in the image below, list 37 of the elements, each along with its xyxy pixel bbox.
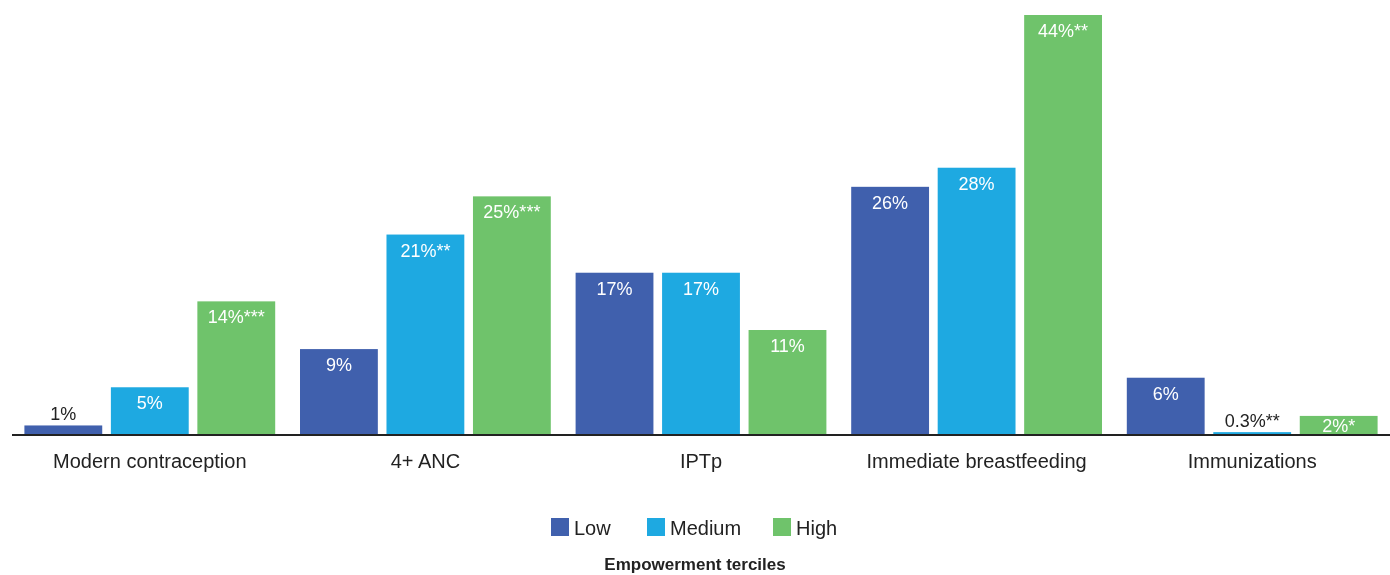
x-tick-label: Immediate breastfeeding	[866, 450, 1087, 472]
bar	[24, 425, 103, 435]
data-label: 25%***	[483, 202, 541, 223]
data-label: 26%	[872, 192, 909, 213]
data-label: 5%	[136, 393, 163, 414]
legend-title: Empowerment terciles	[604, 555, 786, 574]
data-label: 1%	[50, 404, 77, 425]
bar	[386, 234, 465, 435]
bar	[1024, 15, 1102, 435]
x-tick-label: Immunizations	[1187, 450, 1317, 472]
data-label: 11%	[770, 336, 805, 356]
bar	[1126, 377, 1205, 435]
x-tick-label: IPTp	[679, 450, 723, 472]
data-label: 21%**	[400, 240, 451, 261]
bar	[937, 167, 1016, 435]
bar	[851, 186, 930, 435]
bar	[300, 349, 378, 435]
x-tick-label: Modern contraception	[53, 450, 247, 472]
data-label: 44%**	[1038, 21, 1089, 41]
legend-label: Low	[574, 517, 612, 539]
data-label: 9%	[325, 355, 352, 376]
data-label: 17%	[682, 278, 720, 299]
data-label: 6%	[1152, 383, 1179, 404]
legend-label: Medium	[670, 517, 742, 539]
data-label: 28%	[958, 173, 995, 194]
legend-label: High	[796, 517, 838, 539]
bar	[197, 301, 276, 435]
bar	[110, 387, 189, 435]
bar	[575, 272, 654, 435]
data-label: 14%***	[207, 307, 265, 328]
bar	[472, 196, 551, 435]
x-tick-label: 4+ ANC	[390, 450, 461, 472]
bar	[662, 272, 740, 435]
bar	[748, 330, 827, 435]
data-label: 0.3%**	[1224, 411, 1280, 432]
data-label: 17%	[596, 278, 633, 299]
data-label: 2%*	[1322, 416, 1356, 437]
